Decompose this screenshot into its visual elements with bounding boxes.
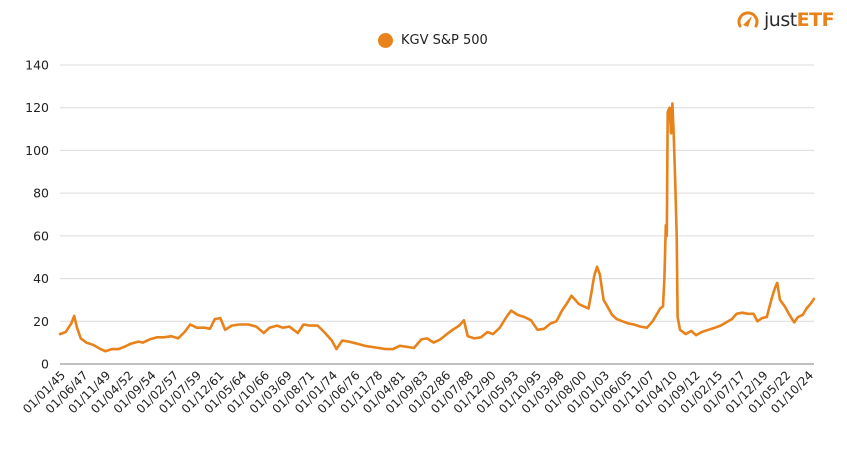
- gauge-logo-icon: [737, 11, 759, 28]
- y-tick-label: 0: [41, 357, 49, 372]
- y-tick-label: 140: [25, 58, 49, 73]
- y-axis-ticks: 0 20 40 60 80 100 120 140: [25, 58, 49, 372]
- y-gridlines: [60, 64, 814, 322]
- logo-text: justETF: [764, 9, 835, 31]
- legend-marker-icon: [378, 33, 393, 48]
- justetf-logo: justETF: [735, 8, 835, 32]
- series-line-kgv-sp500[interactable]: [58, 102, 816, 353]
- y-tick-label: 20: [33, 314, 49, 329]
- y-tick-label: 80: [33, 186, 49, 201]
- chart-legend[interactable]: KGV S&P 500: [378, 33, 488, 48]
- y-tick-label: 40: [33, 271, 49, 286]
- y-tick-label: 120: [25, 100, 49, 115]
- legend-label: KGV S&P 500: [401, 33, 488, 48]
- y-tick-label: 60: [33, 228, 49, 243]
- y-tick-label: 100: [25, 143, 49, 158]
- x-axis-ticks: 01/01/4501/06/4701/11/4901/04/5201/09/54…: [20, 368, 816, 416]
